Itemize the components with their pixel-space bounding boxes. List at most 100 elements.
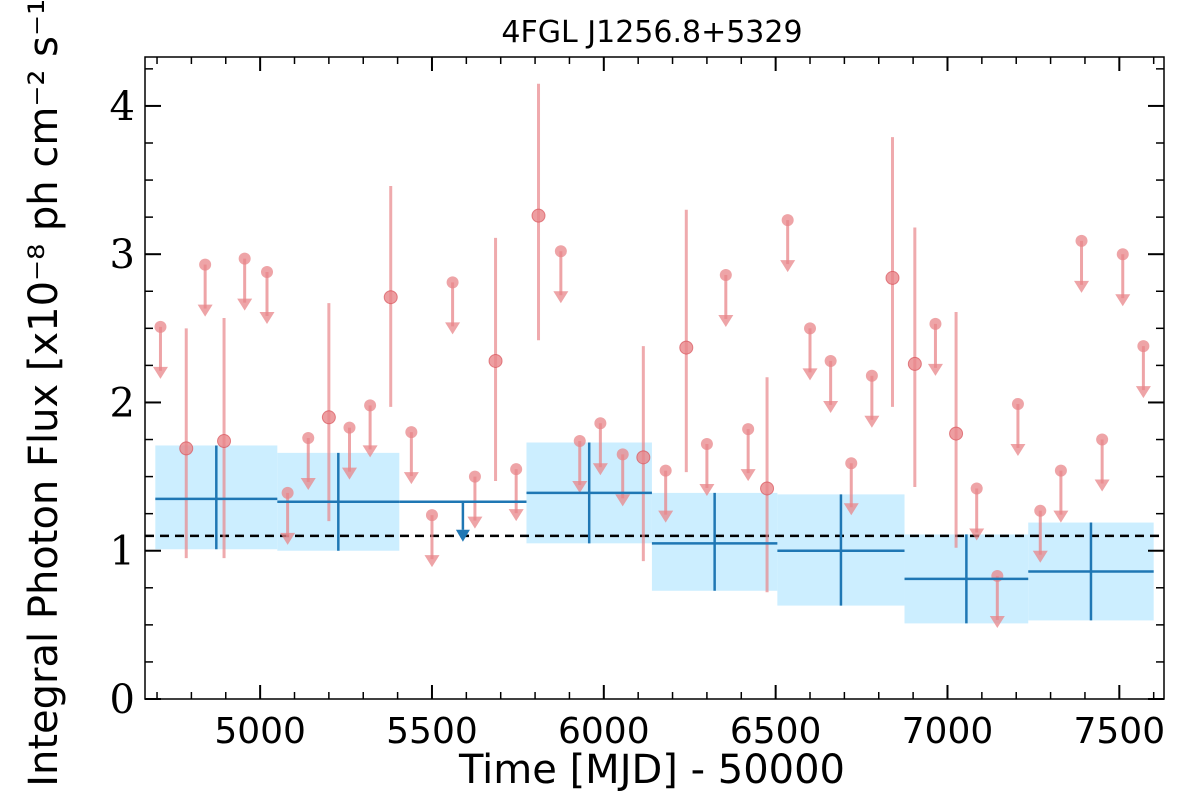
x-tick-label: 7500 [1074,711,1166,752]
upper-limit-point [425,509,438,522]
upper-limit-point [1054,464,1067,477]
y-tick-label: 4 [110,84,135,130]
upper-limit-arrowhead [197,304,213,317]
upper-limit-point [281,486,294,499]
upper-limit-arrowhead [615,494,631,507]
upper-limit-point [199,258,212,271]
plot-frame [144,56,1165,700]
short-bin-point [488,353,503,368]
upper-limit-arrowhead [1094,479,1110,492]
upper-limit-point [554,245,567,258]
x-tick-label: 7000 [902,711,994,752]
upper-limit-point [594,417,607,430]
upper-limit-point [742,423,755,436]
y-tick-label: 0 [110,677,135,723]
upper-limit-arrowhead [280,532,296,545]
upper-limit-arrowhead [740,469,756,482]
y-axis-label: Integral Photon Flux [x10⁻⁸ ph cm⁻² s⁻¹] [21,0,67,787]
upper-limit-arrowhead [152,366,168,379]
short-bin-points [152,83,1151,628]
upper-limit-point [343,421,356,434]
upper-limit-point [865,369,878,382]
upper-limit-point [238,252,251,265]
upper-limit-arrowhead [424,555,440,568]
upper-limit-arrowhead [259,311,275,324]
x-tick-label: 5500 [386,711,478,752]
upper-limit-arrowhead [1115,294,1131,307]
upper-limit-point [364,399,377,412]
upper-limit-arrowhead [362,445,378,458]
upper-limit-arrowhead [969,528,985,541]
upper-limit-point [468,470,481,483]
upper-limit-point [261,265,274,278]
upper-limit-arrowhead [802,368,818,381]
short-bin-point [217,434,232,449]
short-bin-point [885,270,900,285]
axes [144,56,1165,700]
axis-ticks: 5000 5500 6000 6500 7000 7500 0 1 2 3 4 [110,57,1166,752]
upper-limit-arrowhead [927,363,943,376]
x-tick-label: 6000 [558,711,650,752]
upper-limit-point [700,437,713,450]
upper-limit-arrowhead [989,615,1005,628]
upper-limit-point [1116,248,1129,261]
long-bin-bands [155,442,1154,624]
y-tick-label: 2 [110,380,135,426]
upper-limit-point [510,463,523,476]
short-bin-point [949,426,964,441]
upper-limit-point [1011,397,1024,410]
upper-limit-arrowhead [467,516,483,529]
short-bin-point [760,481,775,496]
short-bin-point [636,450,651,465]
short-bin-point [321,410,336,425]
upper-limit-arrowhead [718,314,734,327]
short-bin-point [383,290,398,305]
x-axis-label: Time [MJD] - 50000 [458,747,845,793]
upper-limit-point [719,268,732,281]
upper-limit-point [573,435,586,448]
upper-limit-arrowhead [843,503,859,516]
long-bin-upper-limit-arrowhead [455,529,470,542]
upper-limit-point [154,320,167,333]
upper-limit-point [1034,504,1047,517]
chart-title: 4FGL J1256.8+5329 [501,15,802,50]
upper-limit-arrowhead [1074,280,1090,293]
upper-limit-arrowhead [1010,443,1026,456]
upper-limit-arrowhead [864,415,880,428]
upper-limit-point [970,482,983,495]
upper-limit-arrowhead [592,463,608,476]
upper-limit-point [1075,234,1088,247]
x-tick-label: 6500 [730,711,822,752]
long-bin-points [155,442,1154,624]
upper-limit-point [824,354,837,367]
upper-limit-point [1137,340,1150,353]
upper-limit-arrowhead [341,467,357,480]
short-bin-point [679,340,694,355]
upper-limit-point [616,448,629,461]
upper-limit-arrowhead [445,322,461,335]
upper-limit-arrowhead [1032,550,1048,563]
upper-limit-arrowhead [572,481,588,494]
upper-limit-arrowhead [300,478,316,491]
upper-limit-arrowhead [403,472,419,485]
upper-limit-point [845,457,858,470]
upper-limit-arrowhead [553,291,569,304]
short-bin-point [907,356,922,371]
upper-limit-arrowhead [1135,386,1151,399]
y-tick-label: 1 [110,529,135,575]
upper-limit-point [1096,433,1109,446]
upper-limit-arrowhead [823,400,839,413]
upper-limit-point [405,426,418,439]
upper-limit-point [659,464,672,477]
upper-limit-point [302,432,315,445]
upper-limit-arrowhead [1053,510,1069,523]
upper-limit-arrowhead [508,509,524,522]
upper-limit-point [781,214,794,227]
upper-limit-point [929,317,942,330]
upper-limit-arrowhead [699,483,715,496]
x-tick-label: 5000 [214,711,306,752]
short-bin-point [531,208,546,223]
upper-limit-arrowhead [237,298,253,311]
y-tick-label: 3 [110,232,135,278]
